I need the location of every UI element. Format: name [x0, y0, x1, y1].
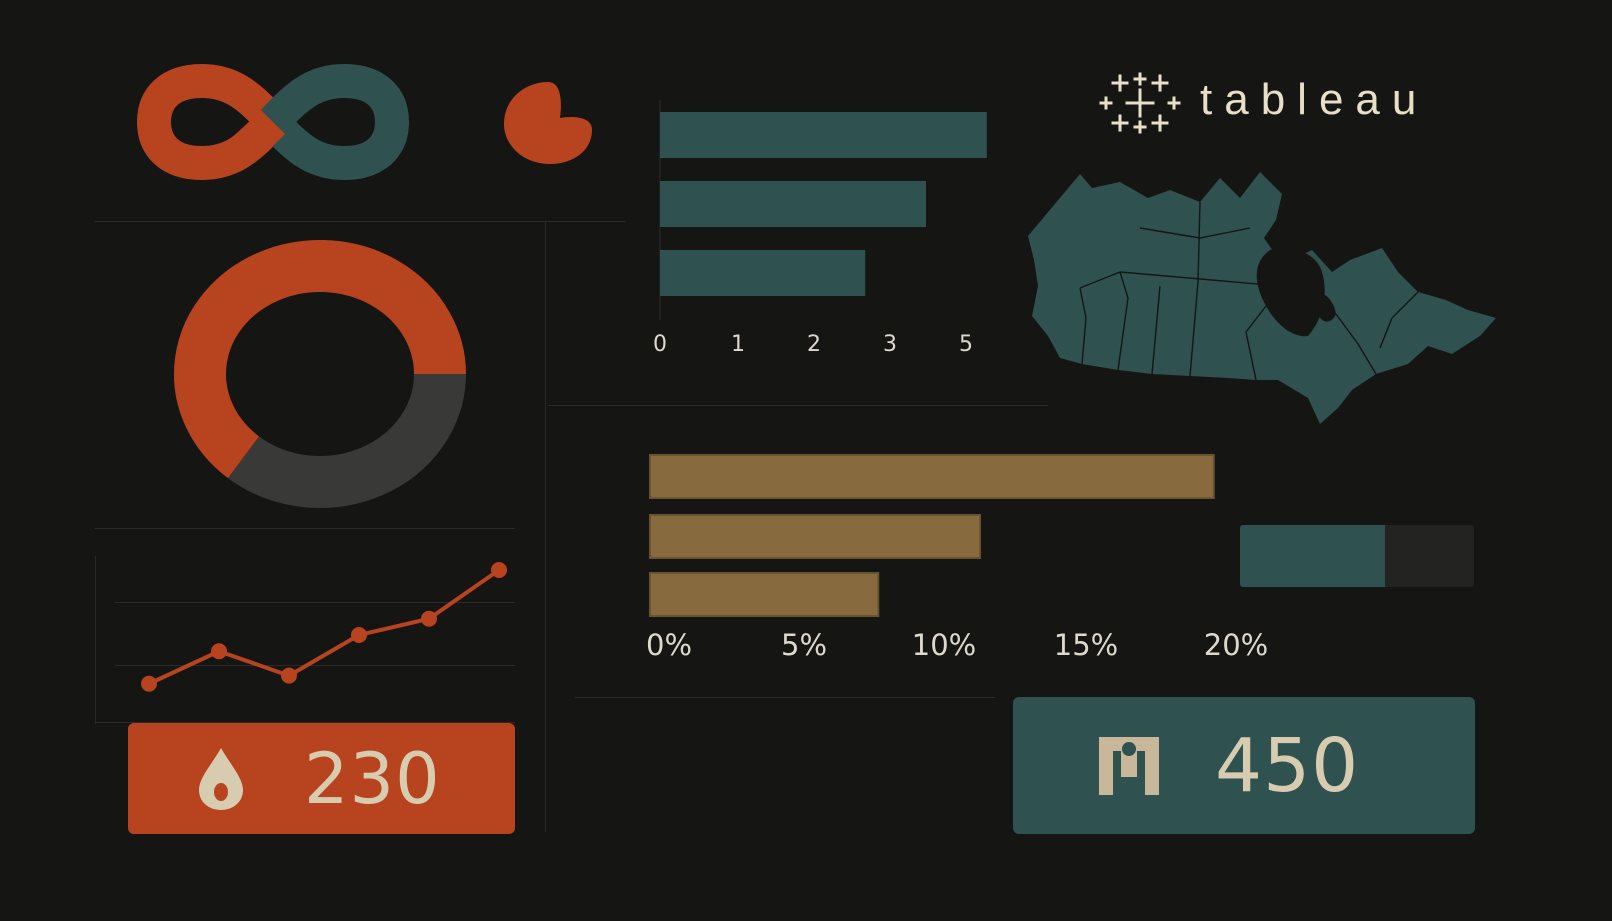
divider-top-left: [95, 221, 625, 222]
x-tick-label: 15%: [1053, 628, 1119, 662]
infinity-logo-icon: [136, 63, 410, 181]
divider-left-mid: [95, 528, 515, 529]
line-chart-gridline: [115, 665, 515, 666]
kpi-drops-value: 230: [304, 737, 441, 820]
tableau-cross-logo-icon: [1099, 72, 1181, 134]
x-tick-label: 2: [807, 332, 821, 357]
donut-segment-gray: [228, 373, 466, 508]
line-point: [351, 627, 367, 643]
x-tick-label: 5%: [780, 628, 828, 662]
gold-bar: [649, 514, 981, 559]
x-tick-label: 5: [959, 332, 973, 357]
kpi-people-card: 450: [1013, 697, 1475, 834]
line-point: [421, 610, 437, 627]
line-point: [211, 643, 227, 660]
teal-bar-chart: [659, 100, 987, 320]
teal-bar: [660, 250, 866, 296]
x-tick-label: 1: [731, 332, 745, 357]
line-chart-axis: [95, 556, 96, 724]
x-tick-label: 20%: [1203, 628, 1269, 662]
line-chart: [141, 562, 507, 692]
line-series: [148, 568, 501, 686]
gold-bar: [649, 572, 880, 617]
teal-bar: [660, 181, 926, 227]
x-tick-label: 0: [653, 332, 667, 357]
x-tick-label: 0%: [645, 628, 693, 662]
divider-middle: [548, 405, 1048, 406]
water-drop-icon: [199, 747, 243, 810]
line-chart-baseline: [95, 722, 515, 723]
line-point: [491, 562, 507, 578]
divider-bottom-mid: [575, 697, 995, 698]
people-icon: [1099, 736, 1159, 795]
canada-map-icon: [1028, 172, 1496, 424]
gold-bar-chart: [649, 454, 1215, 617]
gold-bar: [649, 454, 1215, 499]
progress-bar: [1240, 525, 1474, 587]
donut-segment-orange: [174, 240, 466, 479]
kpi-people-value: 450: [1215, 722, 1360, 809]
donut-chart: [174, 240, 466, 508]
line-point: [281, 667, 297, 684]
line-chart-gridline: [115, 602, 515, 603]
teal-bar: [660, 112, 987, 158]
brand-name: tableau: [1200, 75, 1429, 124]
x-tick-label: 10%: [911, 628, 977, 662]
kpi-drops-card: 230: [128, 723, 515, 834]
x-tick-label: 3: [883, 332, 897, 357]
pie-blob-icon: [504, 82, 592, 164]
progress-bar-fill: [1240, 525, 1386, 587]
divider-vertical: [545, 222, 546, 832]
line-point: [141, 675, 157, 692]
